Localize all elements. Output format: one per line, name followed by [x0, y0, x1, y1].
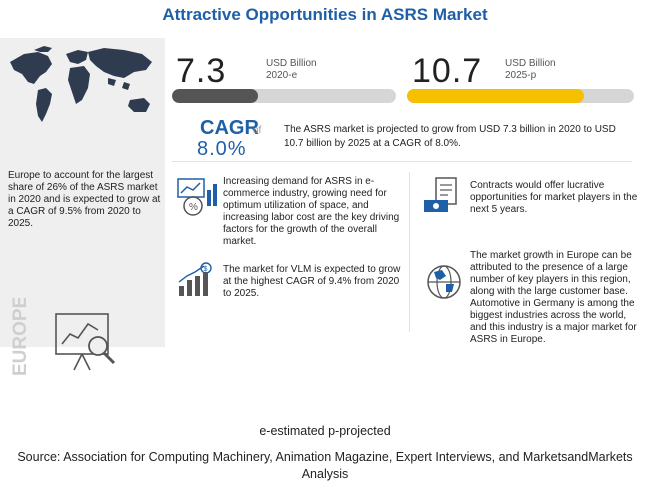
- vertical-divider: [409, 172, 410, 332]
- growth-bars-icon: $: [178, 262, 212, 296]
- bullet-text-1: Increasing demand for ASRS in e-commerce…: [223, 176, 400, 247]
- svg-text:%: %: [189, 202, 198, 213]
- bullet-text-2: The market for VLM is expected to grow a…: [223, 264, 401, 299]
- bar-2020: [172, 89, 258, 103]
- category-2025: 2025-p: [505, 70, 537, 81]
- value-label-2020: 7.3: [176, 52, 227, 90]
- bar-2025: [407, 89, 585, 103]
- source-note: Source: Association for Computing Machin…: [17, 450, 633, 481]
- bullet-text-4: The market growth in Europe can be attri…: [470, 250, 637, 345]
- value-label-2025: 10.7: [412, 52, 483, 90]
- cagr-label: CAGR: [200, 117, 259, 139]
- region-panel: Europe to account for the largest share …: [0, 38, 165, 376]
- contract-money-icon: [424, 177, 457, 212]
- svg-text:EUROPE: EUROPE: [10, 298, 31, 376]
- unit-label-2025: USD Billion 2025-p: [505, 58, 556, 81]
- region-vertical-label: EUROPE: [10, 298, 31, 376]
- svg-text:$: $: [204, 266, 208, 273]
- cagr-of: of: [253, 125, 262, 136]
- globe-icon: [427, 265, 461, 299]
- page-title: Attractive Opportunities in ASRS Market: [162, 5, 488, 24]
- cagr-value: 8.0%: [197, 138, 247, 160]
- analytics-magnifier-icon: [55, 313, 116, 371]
- unit-label-2020: USD Billion 2020-e: [266, 58, 317, 81]
- horizontal-divider: [172, 161, 632, 162]
- region-description: Europe to account for the largest share …: [8, 170, 161, 229]
- bar-track-2025: [407, 89, 634, 103]
- category-2020: 2020-e: [266, 70, 298, 81]
- footnote: e-estimated p-projected: [259, 424, 391, 438]
- bullet-text-3: Contracts would offer lucrative opportun…: [470, 180, 638, 215]
- bar-track-2020: [172, 89, 396, 103]
- world-map-icon: [10, 46, 152, 122]
- demand-chart-icon: %: [177, 178, 217, 216]
- cagr-description: The ASRS market is projected to grow fro…: [284, 124, 616, 149]
